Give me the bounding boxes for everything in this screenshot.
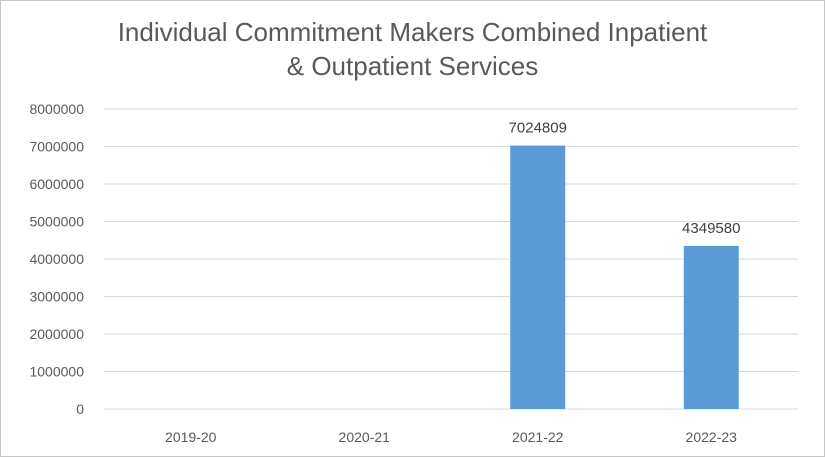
y-tick-label: 8000000	[29, 101, 84, 117]
chart-title-line-2: & Outpatient Services	[286, 51, 539, 81]
y-tick-label: 5000000	[29, 214, 84, 230]
data-label-2021-22: 7024809	[509, 120, 567, 137]
bar-2021-22	[510, 145, 566, 410]
x-category-label: 2021-22	[512, 429, 564, 445]
y-tick-label: 7000000	[29, 139, 84, 155]
y-tick-label: 2000000	[29, 326, 84, 342]
x-category-label: 2019-20	[165, 429, 217, 445]
y-tick-label: 3000000	[29, 289, 84, 305]
chart-title: Individual Commitment Makers Combined In…	[1, 15, 824, 83]
chart-title-line-1: Individual Commitment Makers Combined In…	[117, 17, 708, 47]
y-tick-label: 1000000	[29, 364, 84, 380]
y-tick-label: 4000000	[29, 251, 84, 267]
y-tick-label: 6000000	[29, 176, 84, 192]
y-tick-label: 0	[76, 401, 84, 417]
bar-2022-23	[683, 245, 739, 409]
data-label-2022-23: 4349580	[682, 220, 740, 237]
x-category-label: 2020-21	[339, 429, 391, 445]
x-category-label: 2022-23	[686, 429, 738, 445]
